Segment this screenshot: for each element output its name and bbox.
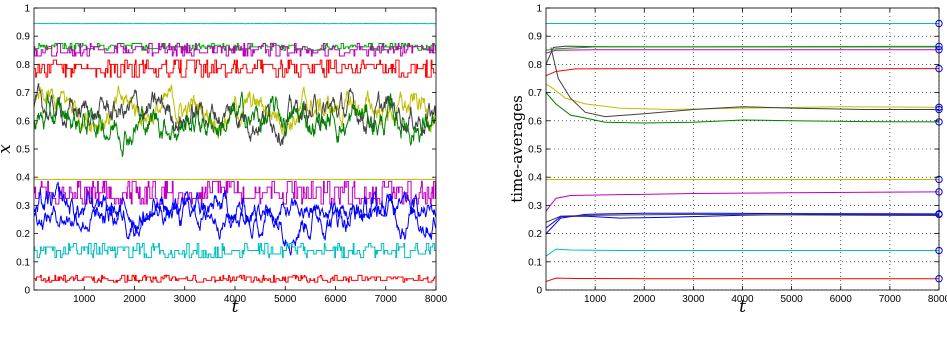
x-axis-label: t	[232, 297, 239, 317]
x-tick-label: 2000	[123, 294, 146, 305]
x-tick-label: 2000	[633, 294, 656, 305]
x-tick-label: 3000	[682, 294, 705, 305]
y-tick-label: 0.1	[16, 257, 30, 268]
series-line-3	[34, 43, 436, 57]
x-tick-label: 4000	[731, 294, 754, 305]
x-tick-label: 6000	[830, 294, 853, 305]
x-axis-label: t	[739, 297, 746, 317]
chart-panel-1: 1000 2000 3000 4000 5000 6000 7000 8000 0 0.1 0.2 0…	[0, 4, 448, 318]
series-line-11	[34, 190, 436, 240]
y-axis-label: x	[0, 144, 15, 154]
series-line-15	[546, 277, 939, 283]
series-line-6	[546, 83, 939, 111]
series-line-10	[546, 191, 939, 212]
y-tick-label: 0.2	[16, 229, 30, 240]
series-line-1	[34, 22, 436, 25]
plot-area	[34, 22, 436, 283]
y-tick-label: 0	[24, 286, 30, 297]
x-tick-label: 1000	[584, 294, 607, 305]
series-line-5	[546, 68, 939, 77]
series-line-4	[546, 49, 939, 54]
series-line-13	[34, 274, 436, 283]
y-tick-label: 0.9	[16, 32, 30, 43]
chart-panel-2: 1000 2000 3000 4000 5000 6000 7000 8000 0 0.1 0.2 0…	[508, 4, 947, 318]
x-tick-label: 7000	[375, 294, 398, 305]
series-line-10	[34, 181, 436, 256]
y-tick-label: 0.8	[528, 60, 542, 71]
y-tick-label: 0.4	[528, 173, 542, 184]
y-tick-label: 0.3	[528, 201, 542, 212]
series-line-3	[546, 45, 939, 51]
plot-area	[546, 23, 939, 283]
y-tick-label: 1	[536, 4, 542, 15]
y-tick-label: 0	[536, 286, 542, 297]
x-tick-label: 5000	[781, 294, 804, 305]
y-tick-label: 0.3	[16, 201, 30, 212]
x-tick-label: 5000	[274, 294, 297, 305]
series-line-12	[34, 242, 436, 259]
series-line-7	[550, 47, 939, 118]
y-tick-label: 0.2	[528, 229, 542, 240]
y-tick-label: 0.8	[16, 60, 30, 71]
y-tick-label: 0.4	[16, 173, 30, 184]
x-tick-label: 8000	[425, 294, 448, 305]
series-line-9	[34, 180, 436, 205]
series-line-13	[546, 213, 939, 223]
y-tick-label: 0.1	[528, 257, 542, 268]
series-line-8	[546, 92, 939, 124]
x-tick-label: 7000	[879, 294, 902, 305]
y-tick-label: 0.7	[528, 88, 542, 99]
x-tick-label: 1000	[73, 294, 96, 305]
y-tick-label: 1	[24, 4, 30, 15]
y-tick-label: 0.5	[16, 145, 30, 156]
y-tick-label: 0.9	[528, 32, 542, 43]
y-axis-label: time-averages	[508, 95, 526, 203]
x-tick-label: 6000	[324, 294, 347, 305]
series-line-11	[546, 212, 939, 234]
x-tick-label: 4000	[224, 294, 247, 305]
series-line-14	[546, 248, 939, 257]
y-tick-label: 0.6	[528, 116, 542, 127]
y-tick-label: 0.5	[528, 145, 542, 156]
x-tick-label: 3000	[174, 294, 197, 305]
y-tick-label: 0.7	[16, 88, 30, 99]
series-line-4	[34, 59, 436, 78]
y-tick-label: 0.6	[16, 116, 30, 127]
series-line-7	[34, 91, 436, 157]
x-tick-label: 8000	[928, 294, 947, 305]
